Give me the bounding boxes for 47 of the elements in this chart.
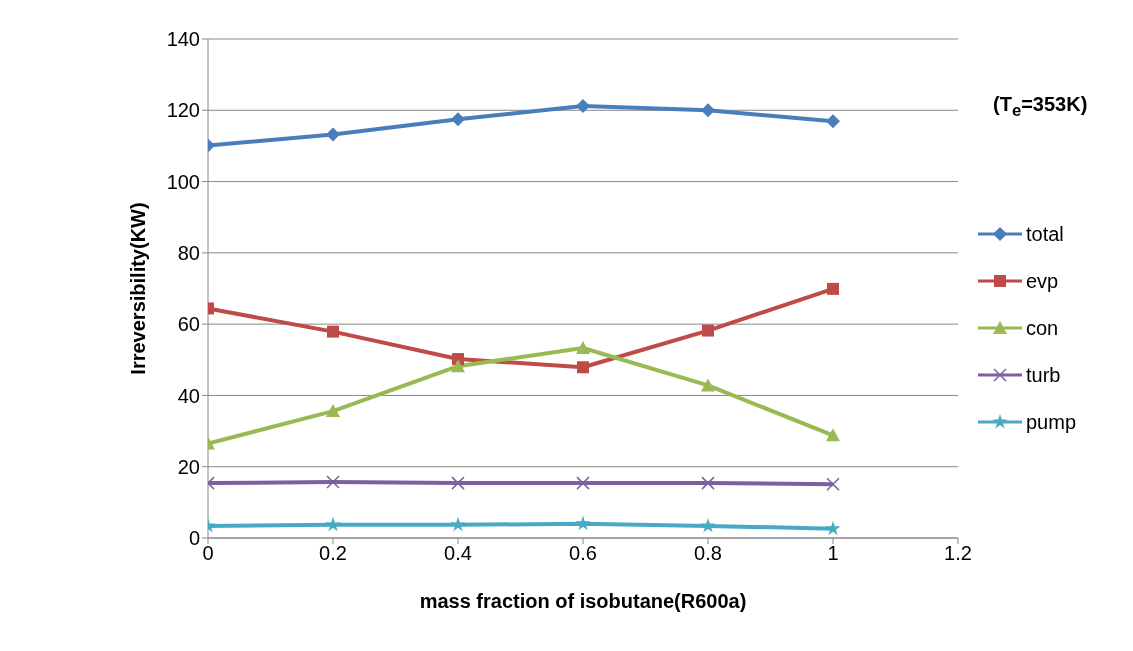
point — [701, 378, 715, 392]
point — [702, 324, 714, 337]
y-tick-label: 120 — [166, 99, 200, 122]
y-tick-label: 140 — [166, 28, 200, 51]
point — [326, 475, 340, 489]
legend-label: pump — [1026, 410, 1077, 434]
x-tick-label: 1.2 — [944, 542, 972, 565]
point — [826, 477, 840, 491]
legend-label: total — [1026, 222, 1064, 246]
point — [326, 404, 340, 418]
x-tick-label: 0.8 — [694, 542, 722, 565]
point — [450, 516, 466, 532]
point — [826, 428, 840, 442]
legend-label: evp — [1026, 269, 1059, 293]
point — [827, 282, 839, 295]
point — [576, 476, 590, 490]
y-tick-label: 60 — [177, 313, 200, 336]
x-tick-label: 0.4 — [444, 542, 472, 565]
point — [451, 359, 465, 373]
point — [700, 517, 716, 533]
x-tick-label: 0.6 — [569, 542, 597, 565]
point — [576, 99, 590, 114]
x-axis-title: mass fraction of isobutane(R600a) — [419, 590, 747, 612]
point — [325, 516, 341, 532]
text: (T$_{e}$=353K) — [993, 93, 1088, 121]
legend-label: con — [1026, 316, 1059, 340]
point — [326, 127, 340, 142]
legend-label: turb — [1026, 363, 1061, 387]
y-tick-label: 0 — [188, 527, 200, 550]
y-tick-label: 20 — [177, 455, 200, 478]
point — [451, 112, 465, 127]
point — [576, 341, 590, 355]
point — [701, 103, 715, 118]
point — [825, 520, 841, 536]
point — [575, 515, 591, 531]
x-tick-label: 0 — [202, 542, 214, 565]
y-tick-label: 40 — [177, 384, 200, 407]
point — [327, 325, 339, 338]
point — [451, 476, 465, 490]
point — [701, 476, 715, 490]
y-tick-label: 100 — [166, 170, 200, 193]
point — [577, 361, 589, 374]
y-axis-title: Irreversibility(KW) — [127, 202, 150, 375]
point — [826, 114, 840, 129]
x-tick-label: 1 — [827, 542, 839, 565]
x-tick-label: 0.2 — [319, 542, 347, 565]
y-tick-label: 80 — [177, 241, 200, 264]
